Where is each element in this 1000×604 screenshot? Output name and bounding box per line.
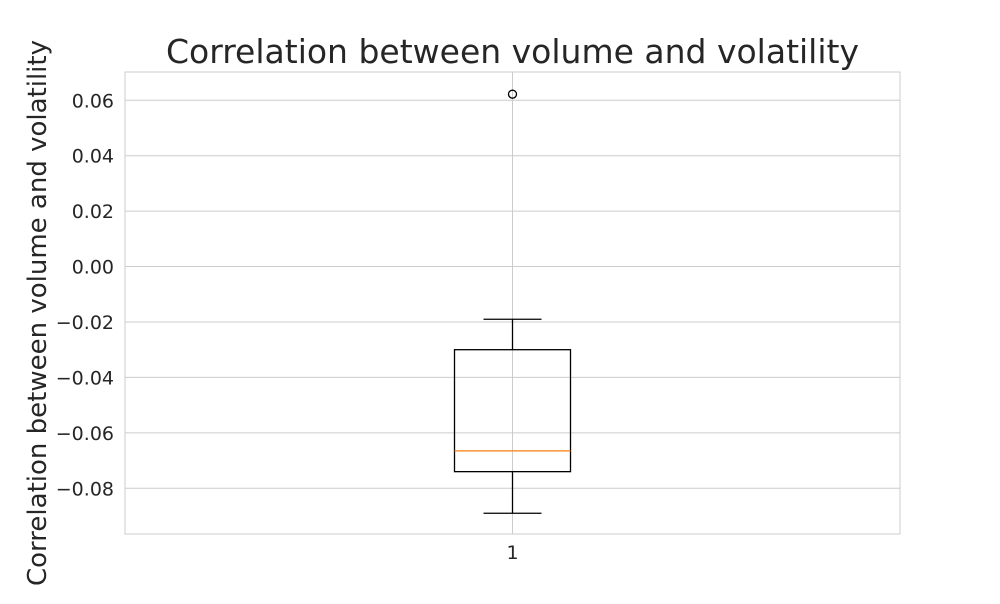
marks-layer [453, 89, 572, 514]
y-tick-label: 0.02 [72, 201, 114, 223]
y-tick-label: −0.02 [56, 312, 114, 334]
y-tick-label: −0.08 [56, 478, 114, 500]
x-tick-label: 1 [506, 542, 518, 564]
chart-title: Correlation between volume and volatilit… [166, 32, 859, 71]
x-tick-labels: 1 [506, 542, 518, 564]
y-tick-labels: 0.06 0.04 0.02 0.00 −0.02 −0.04 −0.06 −0.08 [56, 90, 114, 500]
box-iqr [453, 349, 572, 473]
y-axis-label: Correlation between volume and volatilit… [23, 40, 53, 586]
y-tick-label: 0.04 [72, 146, 114, 168]
y-tick-label: 0.06 [72, 90, 114, 112]
y-tick-label: −0.06 [56, 423, 114, 445]
outlier-point [507, 89, 518, 99]
y-tick-label: −0.04 [56, 367, 114, 389]
y-tick-label: 0.00 [72, 257, 114, 279]
plot-area-frame [124, 71, 901, 535]
grid-layer [125, 72, 900, 534]
